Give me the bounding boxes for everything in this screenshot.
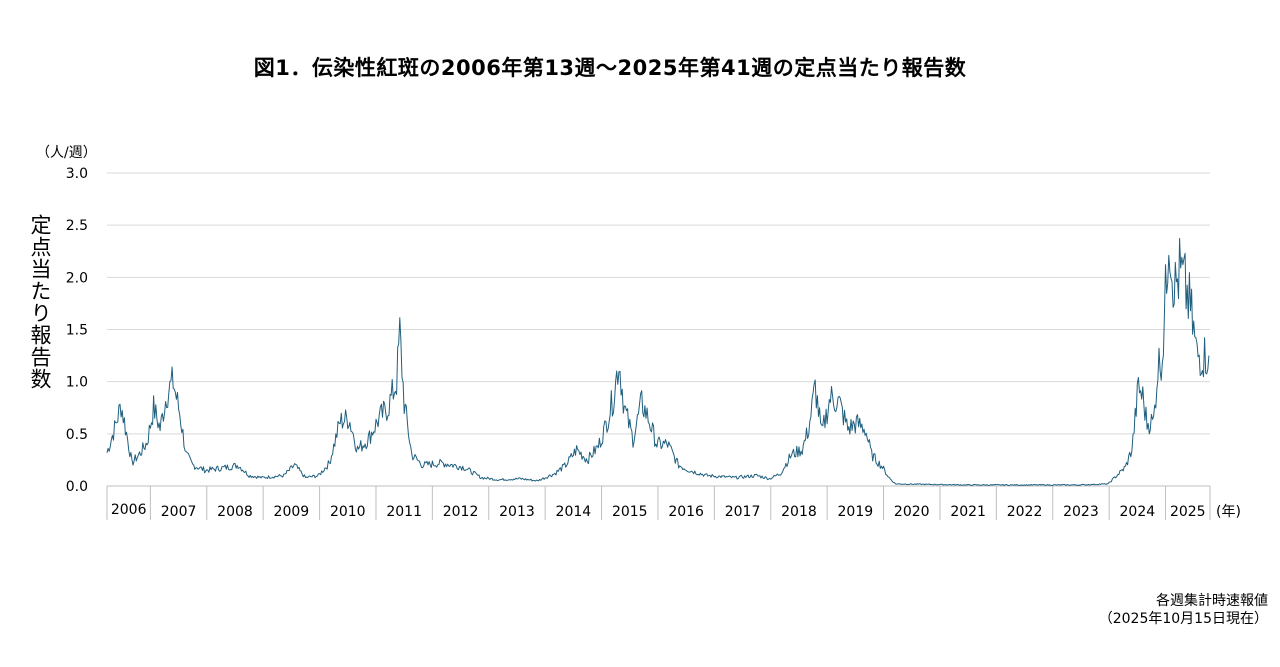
- y-unit-label: （人/週）: [36, 145, 97, 161]
- x-axis: 2006 2007 2008 2009 2010 2011 2012 2013 2014 2015…: [106, 485, 1241, 520]
- note-line1: 各週集計時速報値: [1156, 593, 1268, 609]
- x-unit-label: (年): [1216, 504, 1241, 520]
- x-tick-label: 2008: [217, 504, 253, 520]
- note-line2: （2025年10月15日現在）: [1098, 611, 1268, 627]
- x-tick-label: 2012: [443, 504, 479, 520]
- y-tick-label: 2.5: [66, 218, 88, 234]
- y-tick-label: 2.0: [66, 270, 88, 286]
- x-tick-label: 2010: [330, 504, 366, 520]
- x-tick-label: 2016: [668, 504, 704, 520]
- data-note: 各週集計時速報値 （2025年10月15日現在）: [1099, 592, 1268, 628]
- x-tick-label: 2019: [838, 504, 874, 520]
- chart-title: 図1．伝染性紅斑の2006年第13週〜2025年第41週の定点当たり報告数: [253, 56, 967, 80]
- x-tick-label: 2014: [556, 504, 592, 520]
- x-tick-label: 2009: [274, 504, 310, 520]
- x-tick-label: 2020: [894, 504, 930, 520]
- y-tick-labels: 0.0 0.5 1.0 1.5 2.0 2.5 3.0: [66, 166, 88, 495]
- y-tick-label: 0.0: [66, 479, 88, 495]
- y-tick-label: 3.0: [66, 166, 88, 182]
- x-tick-label: 2006: [111, 502, 147, 518]
- series-layer: [106, 238, 1210, 486]
- x-tick-label: 2024: [1120, 504, 1156, 520]
- y-tick-label: 1.5: [66, 323, 88, 339]
- x-tick-label: 2011: [386, 504, 422, 520]
- y-tick-label: 0.5: [66, 427, 88, 443]
- y-axis-label: 定点当たり報告数: [28, 214, 52, 390]
- x-tick-label: 2023: [1063, 504, 1099, 520]
- x-tick-label: 2025: [1170, 504, 1206, 520]
- x-tick-label: 2021: [950, 504, 986, 520]
- x-tick-label: 2018: [781, 504, 817, 520]
- x-tick-label: 2017: [725, 504, 761, 520]
- x-tick-label: 2007: [161, 504, 197, 520]
- y-tick-label: 1.0: [66, 375, 88, 391]
- x-tick-label: 2022: [1007, 504, 1043, 520]
- x-tick-label: 2015: [612, 504, 648, 520]
- x-tick-label: 2013: [499, 504, 535, 520]
- series-line: [106, 238, 1210, 486]
- gridlines: [107, 172, 1210, 435]
